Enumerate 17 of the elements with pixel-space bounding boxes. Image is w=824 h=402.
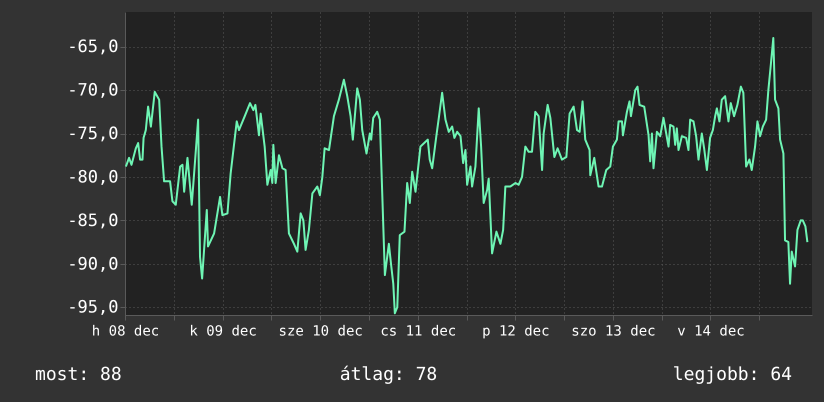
x-tick-label: cs 11 dec <box>380 324 456 340</box>
text: most: 88 <box>35 364 122 385</box>
x-tick-label: h 08 dec <box>92 324 160 340</box>
y-tick-label: -80,0 <box>67 167 118 188</box>
text: legjobb: 64 <box>672 364 792 385</box>
y-tick-label: -75,0 <box>67 124 118 144</box>
text: átlag: 78 <box>340 364 438 385</box>
y-tick-label: -70,0 <box>67 80 118 101</box>
y-tick-label: -90,0 <box>67 254 118 274</box>
x-tick-label: szo 13 dec <box>571 324 656 340</box>
x-tick-label: p 12 dec <box>482 324 550 340</box>
y-tick-label: -85,0 <box>67 210 118 231</box>
y-tick-label: -65,0 <box>67 37 118 58</box>
x-tick-label: k 09 dec <box>189 324 257 340</box>
x-tick-label: sze 10 dec <box>278 324 363 340</box>
y-tick-label: -95,0 <box>67 298 118 318</box>
x-tick-label: v 14 dec <box>677 324 745 340</box>
